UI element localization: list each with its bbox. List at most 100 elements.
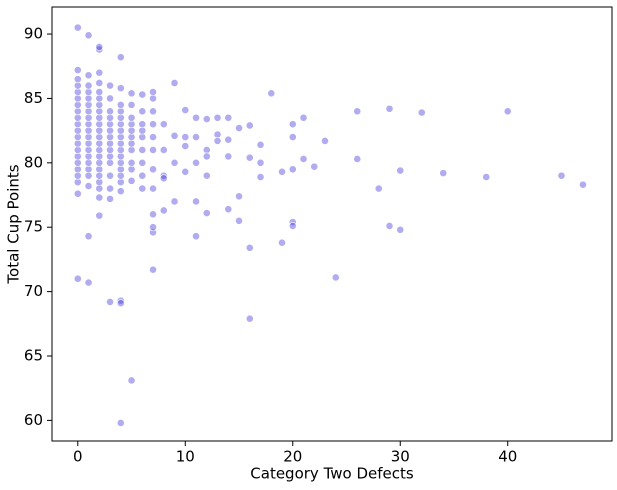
scatter-point [181, 133, 190, 141]
scatter-point [192, 197, 200, 206]
scatter-point [170, 158, 179, 167]
y-tick-label: 85 [24, 89, 43, 107]
scatter-point [127, 89, 136, 98]
scatter-point [116, 107, 125, 116]
scatter-point [235, 216, 243, 225]
scatter-point [235, 192, 243, 201]
scatter-point [116, 171, 125, 180]
scatter-point [73, 139, 82, 148]
scatter-point [116, 146, 125, 154]
scatter-point [84, 171, 93, 180]
scatter-point [170, 79, 179, 87]
scatter-point [95, 113, 104, 122]
scatter-point [73, 146, 82, 154]
scatter-point [213, 130, 222, 139]
scatter-point [106, 126, 114, 135]
scatter-point [224, 135, 233, 144]
scatter-point [288, 133, 297, 141]
scatter-point [73, 88, 82, 96]
scatter-point [95, 79, 104, 87]
scatter-point [149, 165, 157, 174]
scatter-point [84, 71, 93, 80]
scatter-point [73, 107, 82, 116]
scatter-point [149, 265, 157, 274]
scatter-point [256, 158, 265, 167]
scatter-point [374, 184, 383, 193]
scatter-point [170, 131, 179, 140]
scatter-point [245, 243, 254, 252]
scatter-point [116, 299, 125, 308]
scatter-point [149, 133, 157, 141]
scatter-point [138, 90, 147, 99]
scatter-point [149, 223, 157, 232]
scatter-point [84, 139, 93, 148]
scatter-point [321, 137, 329, 145]
y-tick-label: 60 [24, 411, 43, 429]
scatter-point [73, 158, 82, 167]
scatter-point [396, 166, 405, 175]
scatter-point [138, 158, 147, 167]
scatter-point [224, 205, 233, 214]
scatter-point [84, 133, 93, 141]
scatter-point [73, 81, 82, 90]
scatter-point [127, 146, 136, 154]
scatter-point [127, 100, 136, 109]
scatter-point [396, 225, 405, 234]
scatter-point [73, 126, 82, 135]
scatter-point [256, 140, 265, 149]
y-tick-label: 75 [24, 218, 43, 236]
scatter-point [106, 158, 114, 167]
scatter-point [213, 137, 222, 145]
scatter-point [73, 171, 82, 180]
scatter-point [299, 155, 308, 163]
scatter-point [116, 126, 125, 135]
scatter-point [84, 94, 93, 103]
scatter-point [299, 113, 308, 122]
x-tick-label: 10 [176, 448, 195, 466]
scatter-point [73, 120, 82, 129]
scatter-point [159, 171, 168, 180]
scatter-point [95, 133, 104, 141]
scatter-point [84, 182, 93, 190]
scatter-point [224, 113, 233, 122]
scatter-point [95, 43, 104, 51]
scatter-point [149, 210, 157, 219]
scatter-point [138, 133, 147, 141]
scatter-point [245, 121, 254, 130]
scatter-point [116, 296, 125, 305]
scatter-point [95, 211, 104, 220]
scatter-point [503, 107, 512, 116]
scatter-point [385, 222, 394, 230]
x-tick-label: 40 [498, 448, 517, 466]
scatter-point [95, 126, 104, 135]
scatter-point [106, 171, 114, 180]
scatter-point [213, 113, 222, 122]
y-tick-label: 65 [24, 347, 43, 365]
scatter-point [73, 165, 82, 174]
scatter-point [138, 184, 147, 193]
y-tick-label: 70 [24, 282, 43, 300]
scatter-point [579, 180, 587, 189]
scatter-point [138, 146, 147, 154]
scatter-point [127, 376, 136, 385]
scatter-point [149, 120, 157, 129]
scatter-point [116, 165, 125, 174]
scatter-point [73, 178, 82, 187]
scatter-point [245, 153, 254, 162]
scatter-point [159, 174, 168, 183]
scatter-point [138, 126, 147, 135]
scatter-point [127, 165, 136, 174]
scatter-point [192, 232, 200, 241]
scatter-point [95, 184, 104, 193]
scatter-point [159, 120, 168, 129]
scatter-point [138, 107, 147, 116]
scatter-point [331, 273, 340, 282]
scatter-point [106, 184, 114, 193]
scatter-point [95, 94, 104, 103]
scatter-point [73, 152, 82, 161]
scatter-point [95, 139, 104, 148]
scatter-point [73, 94, 82, 103]
scatter-point [106, 120, 114, 129]
scatter-point [95, 120, 104, 129]
